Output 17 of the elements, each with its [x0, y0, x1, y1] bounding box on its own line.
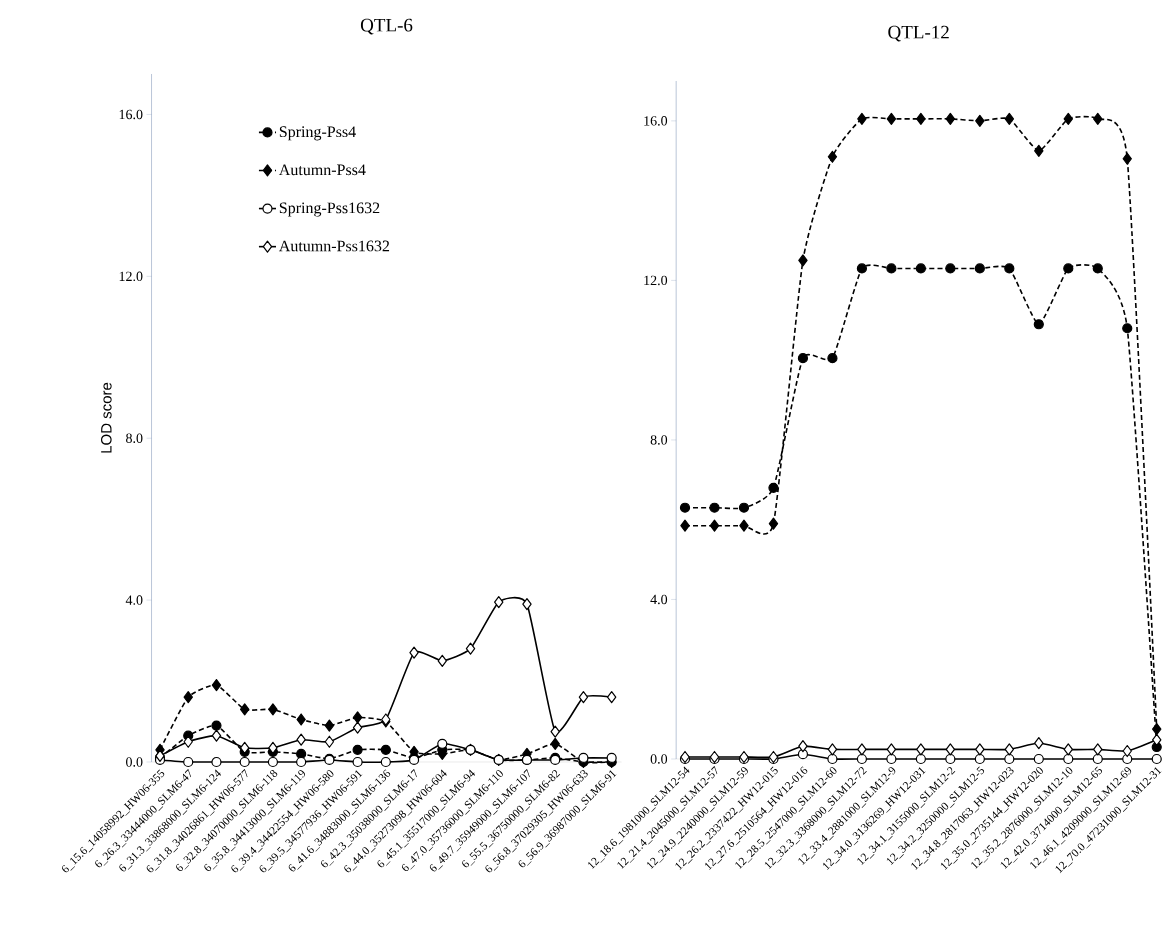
y-tick-label: 12.0: [119, 271, 143, 282]
y-tick-label: 12.0: [644, 275, 668, 286]
y-tick-label: 4.0: [125, 595, 143, 605]
y-tick-label: 16.0: [644, 116, 668, 126]
y-axis-title: LOD score: [101, 382, 112, 453]
chart-title: QTL-12: [888, 25, 949, 42]
legend-label: Autumn-Pss4: [278, 164, 366, 176]
y-tick-label: 16.0: [119, 109, 143, 120]
legend-label: Spring-Pss4: [279, 126, 356, 141]
y-tick-label: 0.0: [126, 757, 143, 767]
y-tick-label: 0.0: [650, 754, 668, 764]
y-tick-label: 8.0: [650, 435, 668, 445]
legend-label: Spring-Pss1632: [279, 202, 380, 217]
y-tick-label: 4.0: [650, 594, 668, 605]
legend-label: Autumn-Pss1632: [278, 240, 390, 252]
y-tick-label: 8.0: [126, 433, 143, 443]
chart-title: QTL-6: [360, 18, 413, 35]
